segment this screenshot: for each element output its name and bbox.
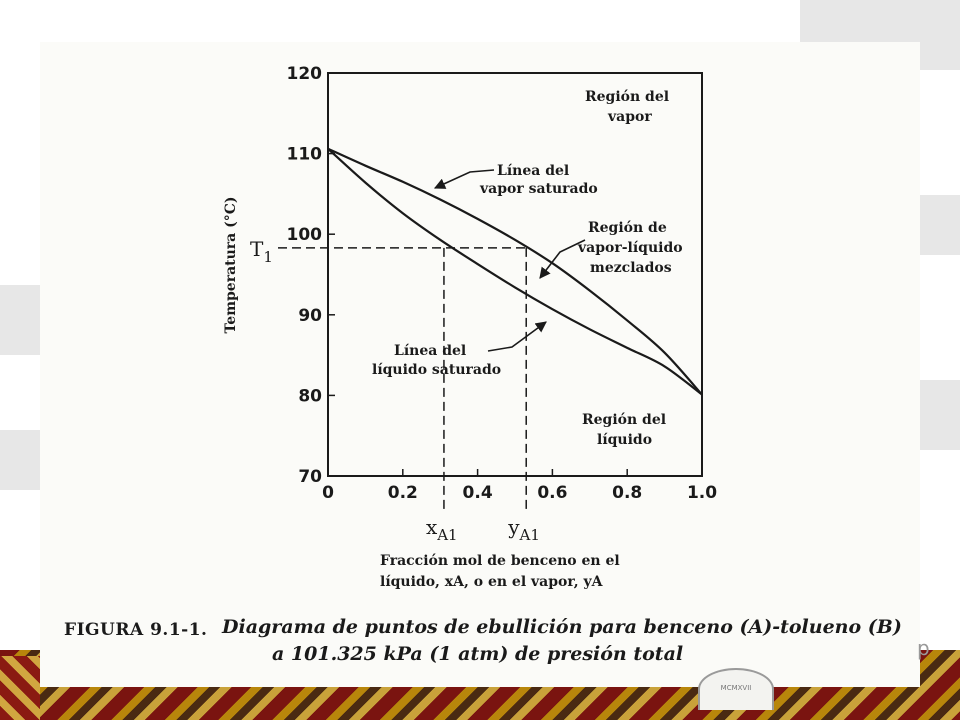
arrow-liquid-line bbox=[487, 321, 547, 352]
x-tick-label: 0.8 bbox=[612, 483, 642, 503]
figure-sheet bbox=[40, 42, 920, 687]
y-tick-label: 120 bbox=[287, 64, 323, 84]
y-axis-label: Temperatura (°C) bbox=[223, 196, 239, 333]
figure-caption-line2: a 101.325 kPa (1 atm) de presión total bbox=[272, 643, 684, 665]
backdrop-stripe-4 bbox=[0, 285, 40, 355]
annotation-liquid-line-1: Línea del bbox=[394, 343, 466, 359]
xa1-label: xA1 bbox=[426, 515, 458, 544]
figure-caption-label: FIGURA 9.1-1. bbox=[64, 620, 208, 640]
series-group bbox=[327, 147, 703, 396]
y-tick-label: 100 bbox=[287, 225, 323, 245]
arrow-vapor-line bbox=[433, 169, 495, 189]
annotation-vapor-line-2: vapor saturado bbox=[479, 181, 598, 197]
annotation-mixed-region-3: mezclados bbox=[590, 260, 672, 276]
annotation-vapor-line-1: Línea del bbox=[497, 163, 569, 179]
figure-caption-line1: Diagrama de puntos de ebullición para be… bbox=[222, 616, 902, 638]
y-tick-label: 90 bbox=[298, 306, 322, 326]
saturated-vapor-line bbox=[327, 147, 703, 396]
annotation-liquid-region-2: líquido bbox=[597, 432, 652, 448]
x-tick-label: 0.6 bbox=[537, 483, 567, 503]
annotation-mixed-region-2: vapor-líquido bbox=[577, 240, 683, 256]
x-axis-label-line2: líquido, xA, o en el vapor, yA bbox=[380, 574, 604, 590]
plot-frame bbox=[327, 72, 703, 477]
x-tick-label: 1.0 bbox=[687, 483, 717, 503]
university-seal: MCMXVII bbox=[698, 668, 774, 710]
backdrop-stripe-5 bbox=[0, 430, 40, 490]
annotation-vapor-region-1: Región del bbox=[585, 89, 669, 105]
y-tick-label: 70 bbox=[298, 467, 322, 487]
figure-caption: Diagrama de puntos de ebullición para be… bbox=[222, 614, 912, 668]
annotation-mixed-region-1: Región de bbox=[588, 220, 667, 236]
annotation-liquid-line-2: líquido saturado bbox=[372, 362, 501, 378]
x-tick-label: 0 bbox=[322, 483, 334, 503]
saturated-liquid-line bbox=[327, 147, 703, 396]
arrow-mixed-region bbox=[539, 239, 586, 279]
annotation-liquid-region-1: Región del bbox=[582, 412, 666, 428]
t1-label: T1 bbox=[250, 237, 273, 266]
y-tick-label: 80 bbox=[298, 386, 322, 406]
cut-off-letter: p bbox=[917, 636, 930, 660]
ya1-label: yA1 bbox=[507, 515, 540, 544]
decorative-band-left bbox=[0, 656, 40, 720]
x-tick-label: 0.2 bbox=[388, 483, 418, 503]
x-tick-label: 0.4 bbox=[463, 483, 493, 503]
t1-construction: T1 xA1 yA1 bbox=[250, 237, 540, 544]
seal-text: MCMXVII bbox=[720, 684, 752, 692]
y-tick-label: 110 bbox=[287, 145, 323, 165]
axis-ticks: 70 80 90 100 110 120 0 0.2 0.4 0.6 0.8 1.0 bbox=[287, 64, 718, 503]
x-axis-label-line1: Fracción mol de benceno en el bbox=[380, 553, 620, 569]
annotation-vapor-region-2: vapor bbox=[607, 109, 652, 125]
